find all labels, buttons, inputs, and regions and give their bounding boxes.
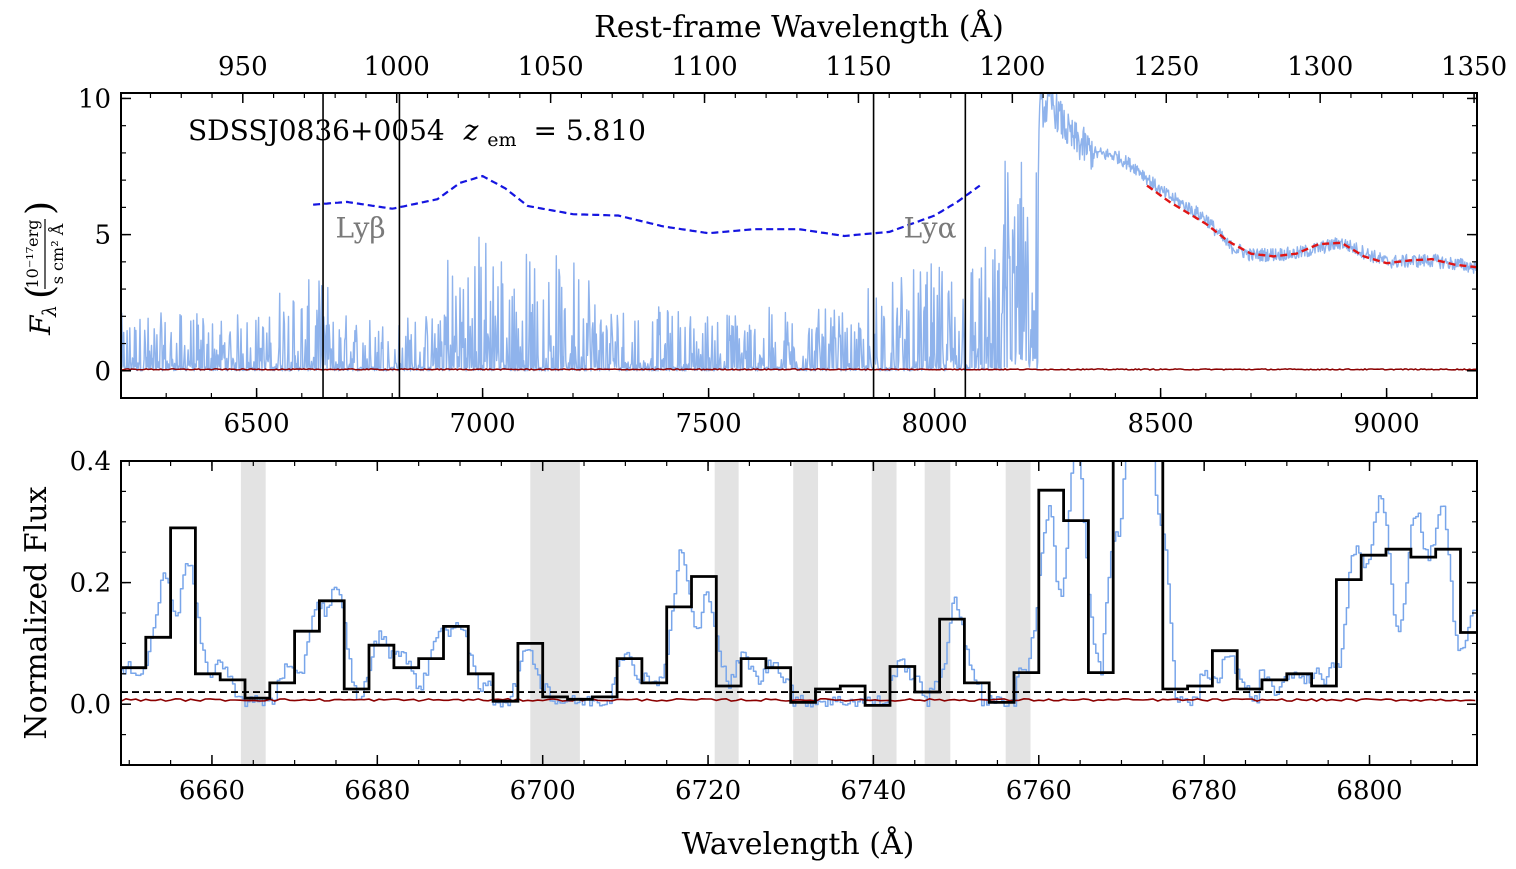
- rest-frame-tick-labels: 950 1000 1050 1100 1150 1200 1250 1300 1350: [218, 52, 1507, 82]
- y-tick-label: 10: [78, 84, 111, 114]
- x-tick-label: 6500: [224, 409, 290, 439]
- x-tick-label: 8000: [902, 409, 968, 439]
- z-subscript: em: [487, 129, 516, 151]
- shaded-region: [871, 461, 897, 765]
- shaded-regions: [240, 461, 1031, 765]
- ylabel-paren-close: ): [20, 201, 61, 215]
- ylabel-subscript: λ: [39, 305, 61, 318]
- line-labels: Lyβ Lyα: [336, 211, 957, 244]
- y-tick-label: 0.2: [70, 569, 111, 599]
- bottom-panel: 6660 6680 6700 6720 6740 6760 6780 6800 0.0 0.2 0.…: [19, 447, 1478, 862]
- y-tick-label: 0.4: [70, 447, 111, 477]
- ylabel-units-denominator: s cm² Å: [47, 223, 67, 284]
- binned-flux: [121, 461, 1477, 707]
- x-tick-label: 8500: [1128, 409, 1194, 439]
- rest-tick-label: 1350: [1441, 52, 1507, 82]
- rest-tick-label: 1100: [671, 52, 737, 82]
- top-ylabel: F λ ( 10⁻¹⁷erg s cm² Å ): [20, 201, 67, 336]
- bottom-ylabel: Normalized Flux: [19, 486, 54, 739]
- shaded-region: [793, 461, 819, 765]
- x-tick-label: 6660: [179, 776, 245, 806]
- shaded-region: [1005, 461, 1031, 765]
- quasar-annotation: SDSSJ0836+0054 z em = 5.810: [188, 114, 646, 153]
- line-label: Lyβ: [336, 211, 386, 244]
- rest-tick-label: 1050: [518, 52, 584, 82]
- rest-frame-xlabel: Rest-frame Wavelength (Å): [594, 9, 1004, 45]
- top-rest-frame-xlabel: Rest-frame Wavelength (Å): [594, 9, 1004, 45]
- line-marker-group: [322, 93, 967, 398]
- line-label: Lyα: [904, 211, 957, 244]
- continuum-fit-red: [1146, 184, 1477, 269]
- continuum-fit-forest: [313, 174, 981, 238]
- rest-tick-label: 1300: [1287, 52, 1353, 82]
- top-axes: 6500 7000 7500 8000 8500 9000 0 5 10: [78, 84, 1478, 439]
- x-tick-label: 6800: [1336, 776, 1402, 806]
- y-tick-label: 5: [94, 221, 111, 251]
- ylabel-symbol: F: [24, 314, 57, 336]
- x-tick-label: 6740: [840, 776, 906, 806]
- top-flux-spectrum: [121, 93, 1477, 372]
- x-tick-label: 6720: [675, 776, 741, 806]
- bottom-axes: 6660 6680 6700 6720 6740 6760 6780 6800 0.0 0.2 0.…: [70, 447, 1478, 806]
- rest-tick-label: 1200: [979, 52, 1045, 82]
- shaded-region: [240, 461, 266, 765]
- y-tick-label: 0.0: [70, 690, 111, 720]
- shaded-region: [530, 461, 580, 765]
- ylabel-paren-open: (: [20, 285, 61, 299]
- x-tick-label: 6680: [344, 776, 410, 806]
- rest-tick-label: 950: [218, 52, 268, 82]
- rest-tick-label: 1250: [1133, 52, 1199, 82]
- rest-tick-label: 1150: [825, 52, 891, 82]
- bottom-error-spectrum: [121, 697, 1476, 703]
- shaded-region: [714, 461, 739, 765]
- x-tick-label: 7000: [450, 409, 516, 439]
- top-error-spectrum: [121, 368, 1477, 371]
- ylabel-units-numerator: 10⁻¹⁷erg: [23, 220, 42, 289]
- svg-text:SDSSJ0836+0054 z: SDSSJ0836+0054 z em = 5.810: [188, 114, 646, 153]
- z-symbol: z: [463, 114, 479, 147]
- top-panel: Rest-frame Wavelength (Å) 950 1000 1050 110…: [20, 9, 1507, 439]
- x-tick-label: 6780: [1171, 776, 1237, 806]
- rest-tick-label: 1000: [364, 52, 430, 82]
- x-tick-label: 6760: [1006, 776, 1072, 806]
- shaded-region: [924, 461, 951, 765]
- bottom-xlabel: Wavelength (Å): [682, 826, 915, 862]
- y-tick-label: 0: [94, 357, 111, 387]
- object-name: SDSSJ0836+0054: [188, 114, 445, 147]
- x-tick-label: 7500: [676, 409, 742, 439]
- x-tick-label: 6700: [510, 776, 576, 806]
- z-value: = 5.810: [533, 114, 646, 147]
- x-tick-label: 9000: [1354, 409, 1420, 439]
